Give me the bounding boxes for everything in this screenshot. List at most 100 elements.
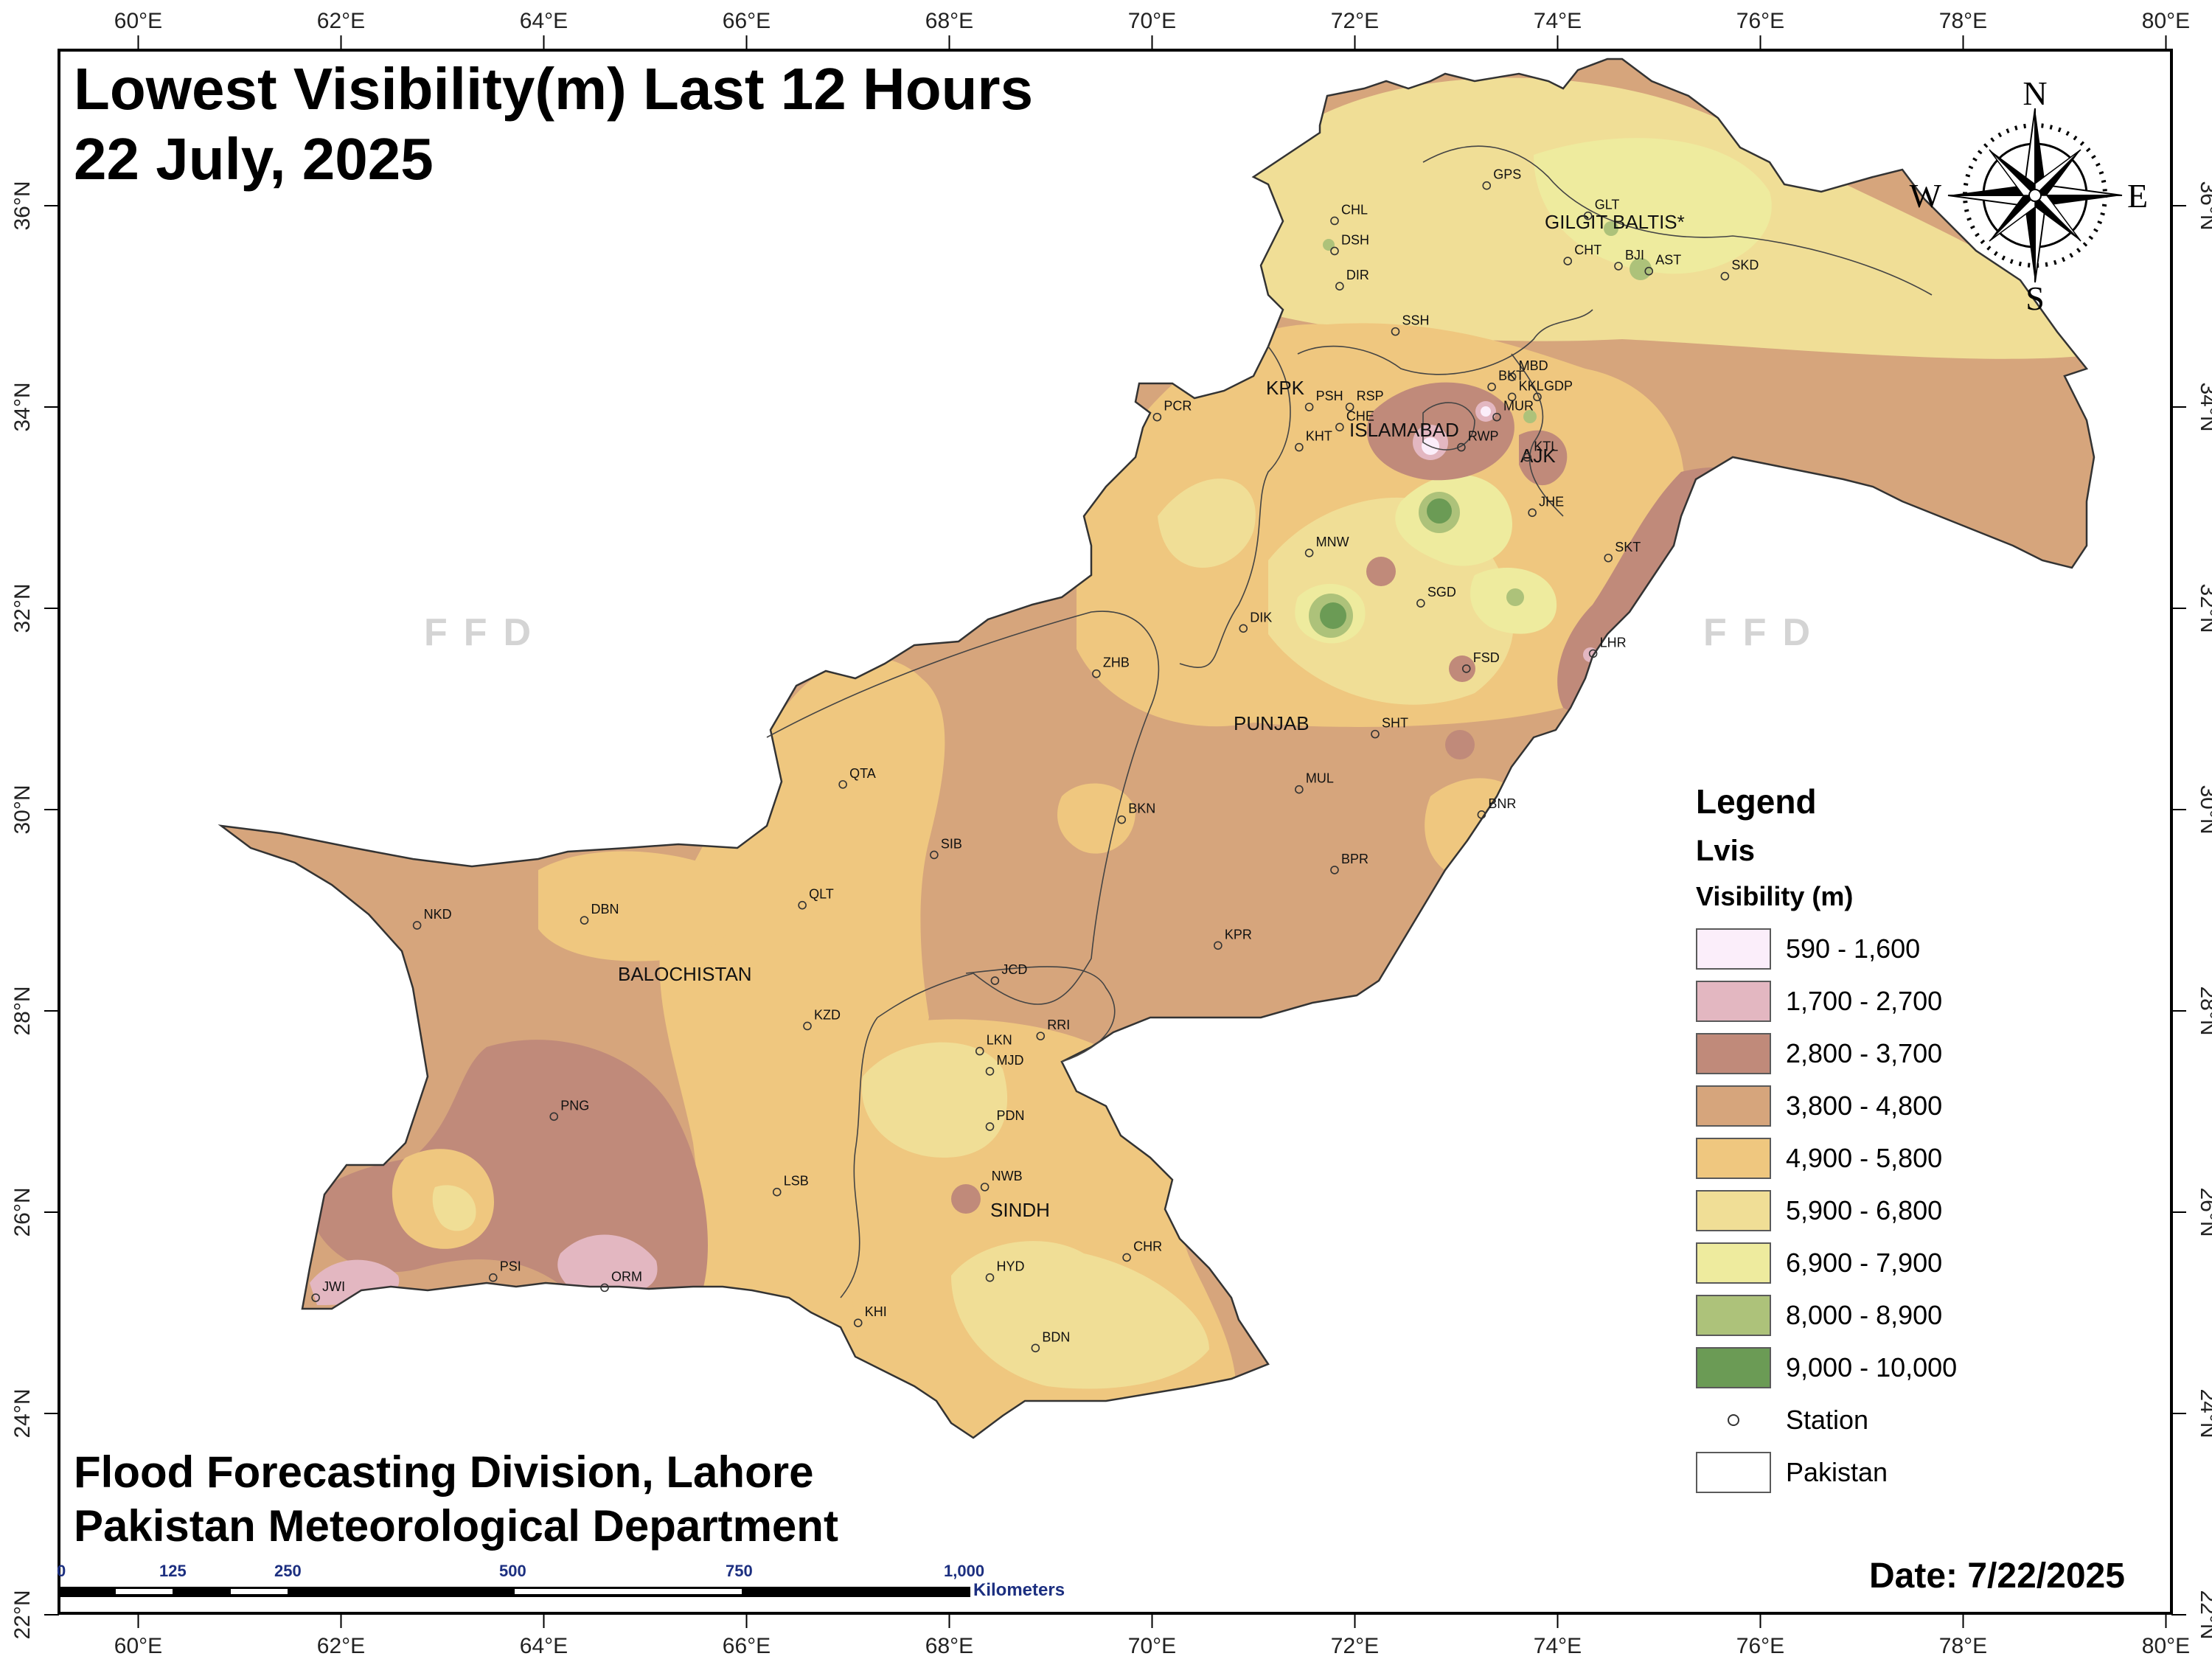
longitude-tick-label: 76°E	[1736, 9, 1784, 33]
station-marker	[1295, 442, 1304, 452]
legend-item: 5,900 - 6,800	[1696, 1184, 2109, 1237]
station-marker	[1345, 403, 1354, 411]
latitude-tick-label: 34°N	[10, 382, 35, 431]
station-label: CHT	[1574, 243, 1601, 257]
latitude-tick-label: 32°N	[10, 583, 35, 633]
station-marker	[772, 1187, 782, 1197]
legend-swatch	[1696, 980, 1771, 1022]
legend-label: 3,800 - 4,800	[1786, 1090, 1943, 1121]
map-title: Lowest Visibility(m) Last 12 Hours	[74, 56, 1034, 122]
compass-east-label: E	[2127, 177, 2148, 215]
legend-swatch-pakistan	[1696, 1451, 1771, 1493]
scale-label-500: 500	[499, 1562, 526, 1580]
station-label: KZD	[814, 1007, 841, 1022]
legend-label: 6,900 - 7,900	[1786, 1247, 1943, 1278]
station-label: GLT	[1595, 198, 1620, 212]
station-label: DBN	[591, 902, 619, 917]
legend-item: 4,900 - 5,800	[1696, 1132, 2109, 1184]
station-marker	[1122, 1253, 1131, 1262]
station-label: DIR	[1346, 268, 1369, 282]
watermark-east: FFD	[1703, 611, 1826, 654]
station-marker	[1487, 382, 1496, 392]
longitude-tick-label: 68°E	[925, 1634, 973, 1658]
legend-swatch	[1696, 1346, 1771, 1388]
station-marker	[1457, 442, 1466, 452]
surface-glt-8000-8900	[1604, 221, 1618, 236]
longitude-tick-label: 62°E	[317, 9, 365, 33]
region-labels: GILGIT BALTIS* KPK ISLAMABAD AJK PUNJAB …	[618, 211, 1685, 1221]
longitude-tick-label: 74°E	[1534, 1634, 1582, 1658]
latitude-tick-label: 28°N	[10, 986, 35, 1035]
legend-item: 8,000 - 8,900	[1696, 1289, 2109, 1341]
longitude-tick-label: 64°E	[520, 1634, 568, 1658]
legend-label: 9,000 - 10,000	[1786, 1352, 1958, 1382]
station-marker	[1295, 785, 1304, 794]
kpk-north-border	[1297, 309, 1593, 375]
station-marker	[1492, 412, 1501, 422]
station-label: RWP	[1468, 429, 1499, 444]
station-marker	[1031, 1343, 1040, 1353]
station-label: ZHB	[1103, 655, 1130, 670]
station-label: SGD	[1427, 585, 1456, 599]
station-label: BJI	[1625, 248, 1644, 262]
latitude-tick-label: 24°N	[2196, 1388, 2212, 1438]
surface-ast-8000-8900	[1630, 258, 1652, 280]
surface-dsh-8000-8900	[1323, 239, 1335, 251]
surface-lhr-1700-2700	[1583, 647, 1598, 662]
pakistan-outline	[218, 58, 2096, 1439]
station-label: RSP	[1357, 389, 1384, 403]
latitude-tick-label: 22°N	[2196, 1590, 2212, 1639]
station-marker	[1330, 216, 1339, 226]
map-date-title: 22 July, 2025	[74, 126, 434, 192]
station-label: AST	[1655, 253, 1681, 268]
latitude-tick-label: 26°N	[2196, 1187, 2212, 1237]
station-label: KKL	[1519, 378, 1544, 393]
province-borders	[766, 145, 1933, 1298]
scale-label-750: 750	[726, 1562, 753, 1580]
longitude-tick-label: 74°E	[1534, 9, 1582, 33]
station-label: BDN	[1042, 1329, 1070, 1344]
station-label: KHI	[865, 1304, 887, 1319]
legend-item: 1,700 - 2,700	[1696, 975, 2109, 1027]
latitude-tick-label: 36°N	[2196, 181, 2212, 230]
longitude-tick-label: 60°E	[114, 1634, 162, 1658]
station-marker	[1563, 257, 1573, 265]
compass-west-label: W	[1910, 177, 1942, 215]
scale-label-125: 125	[159, 1562, 187, 1580]
station-marker	[1482, 181, 1492, 190]
latitude-tick-label: 28°N	[2196, 986, 2212, 1035]
punjab-sindh-border	[965, 966, 1116, 1062]
station-icon	[1696, 1399, 1771, 1441]
station-marker	[985, 1122, 995, 1131]
region-label-kpk: KPK	[1266, 377, 1305, 399]
longitude-tick-label: 80°E	[2142, 1634, 2190, 1658]
legend-label: 4,900 - 5,800	[1786, 1142, 1943, 1173]
legend-swatch	[1696, 1137, 1771, 1179]
latitude-tick-label: 32°N	[2196, 583, 2212, 633]
compass-rose-icon: N S E W	[1910, 74, 2149, 317]
station-marker	[985, 1273, 995, 1282]
longitude-tick-label: 70°E	[1128, 9, 1176, 33]
station-label: SKD	[1731, 258, 1759, 273]
latitude-tick-label: 30°N	[10, 785, 35, 834]
station-label: QLT	[809, 887, 834, 902]
surface-mur-590-1600	[1481, 406, 1491, 417]
scale-bar	[59, 1587, 970, 1597]
station-label: GPS	[1493, 167, 1521, 182]
station-marker	[600, 1283, 609, 1293]
surface-sgd-8000-8900	[1506, 588, 1524, 606]
station-label: QTA	[849, 766, 876, 781]
legend-field-name: Visibility (m)	[1696, 881, 1854, 911]
station-marker	[1583, 211, 1593, 220]
legend-item: 9,000 - 10,000	[1696, 1341, 2109, 1394]
latitude-ticks: 22°N 22°N 24°N 24°N 26°N 26°N 28°N 28°N 30°N 30°N…	[10, 181, 2212, 1639]
legend-swatch	[1696, 928, 1771, 970]
longitude-tick-label: 68°E	[925, 9, 973, 33]
legend-item: 3,800 - 4,800	[1696, 1079, 2109, 1132]
legend-label: 590 - 1,600	[1786, 933, 1921, 964]
station-marker	[1461, 664, 1471, 673]
legend-item: 2,800 - 3,700	[1696, 1027, 2109, 1079]
station-label: CHL	[1341, 202, 1368, 217]
credit-department: Pakistan Meteorological Department	[74, 1501, 838, 1551]
station-marker	[1036, 1032, 1046, 1040]
